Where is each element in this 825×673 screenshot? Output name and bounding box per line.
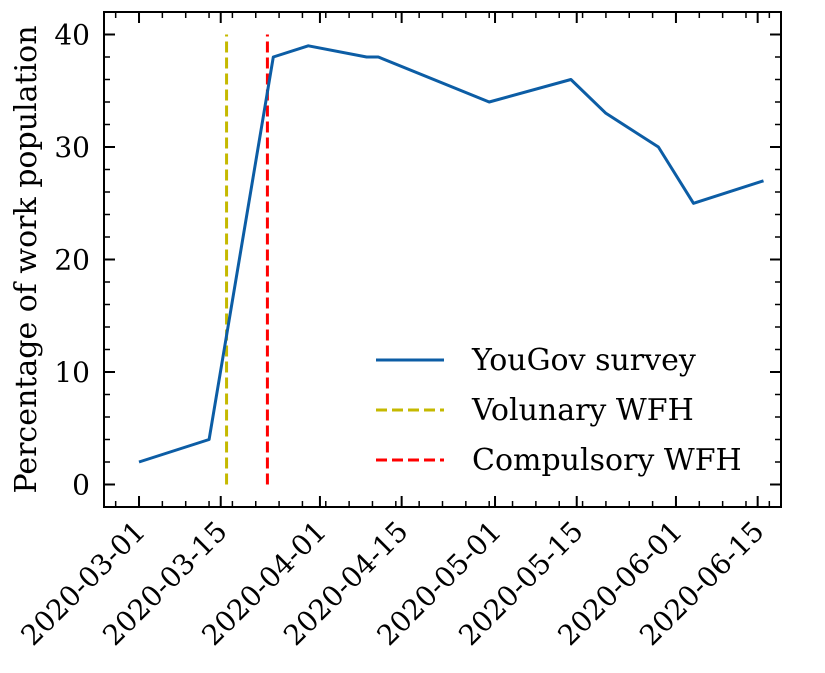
y-tick-label: 40 xyxy=(54,19,90,52)
plot-frame xyxy=(103,11,782,508)
legend: YouGov survey Volunary WFH Compulsory WFH xyxy=(376,343,742,478)
y-tick-label: 20 xyxy=(54,244,90,277)
y-tick-label: 0 xyxy=(72,469,90,502)
y-tick-label: 30 xyxy=(54,131,90,164)
legend-entry-yougov-survey-label: YouGov survey xyxy=(471,343,696,378)
legend-entry-compulsory-wfh-label: Compulsory WFH xyxy=(472,443,742,478)
legend-entry-volunary-wfh-label: Volunary WFH xyxy=(471,393,694,428)
y-axis-label: Percentage of work population xyxy=(9,25,44,493)
y-tick-label: 10 xyxy=(54,356,90,389)
series-line-yougov xyxy=(138,44,764,464)
